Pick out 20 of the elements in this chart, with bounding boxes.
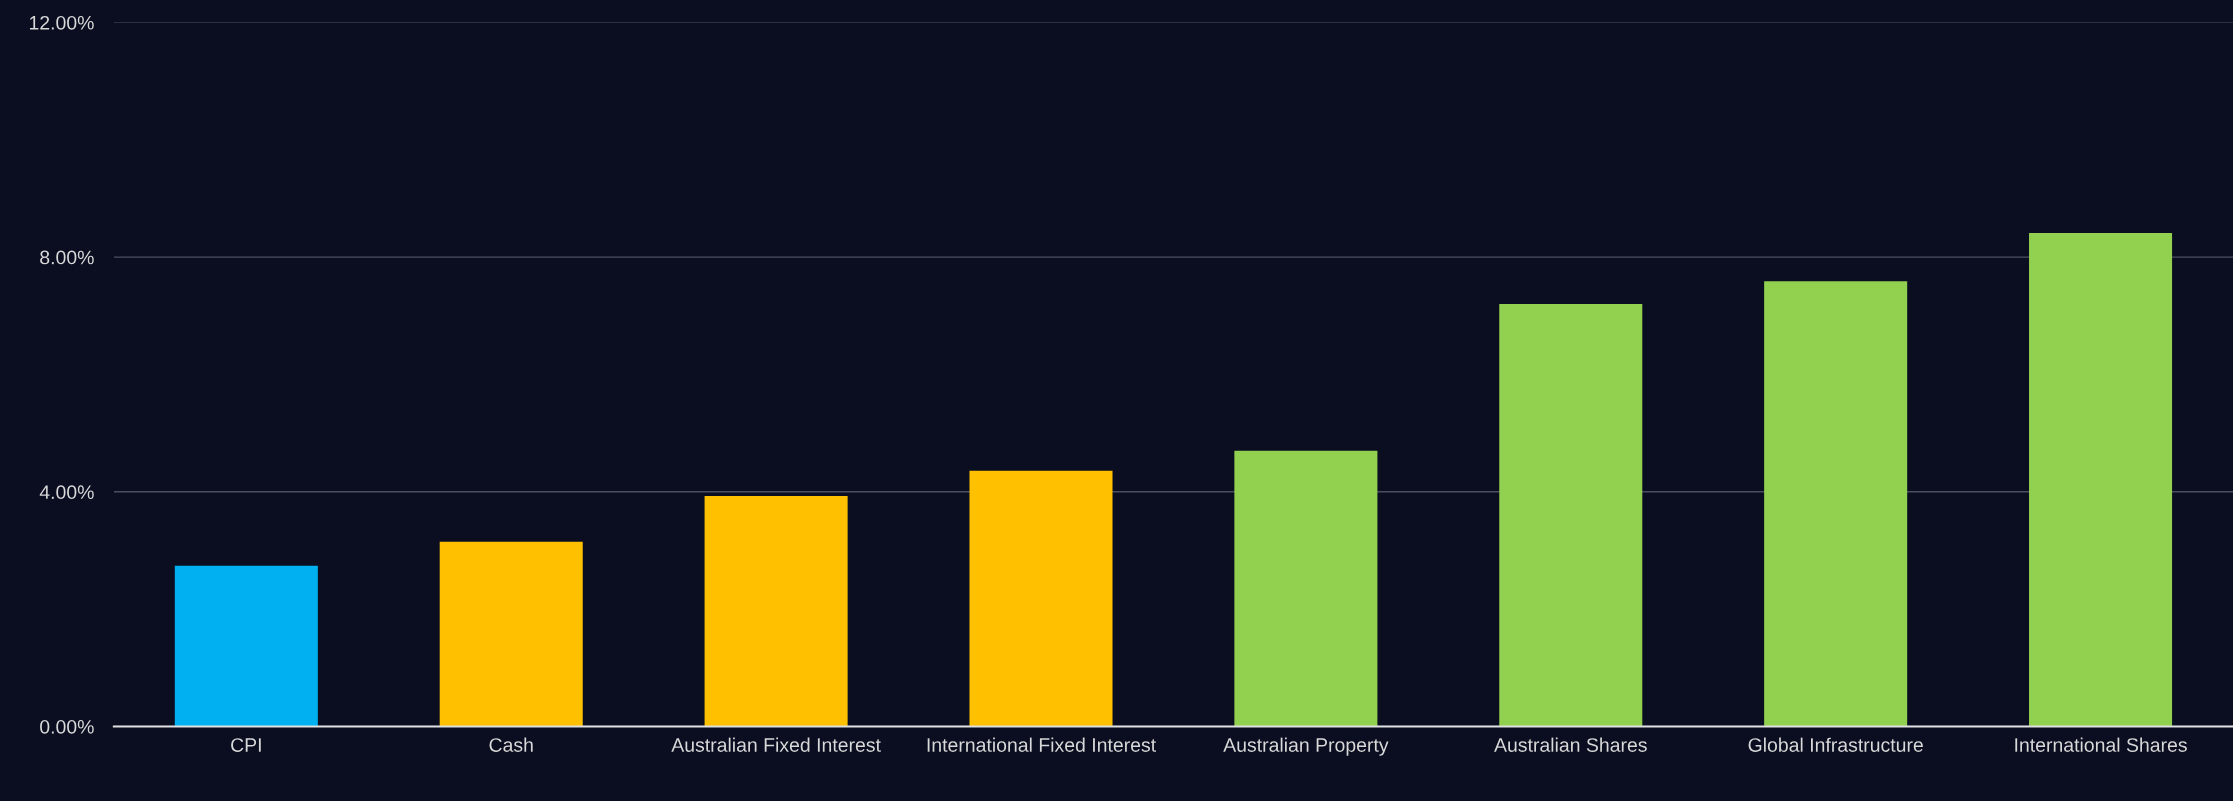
bar [704,495,848,727]
y-tick-label: 4.00% [39,485,94,500]
y-tick-label: 8.00% [40,250,94,265]
x-tick-label: Australian Shares [1494,737,1647,752]
x-tick-label: Australian Property [1223,737,1389,756]
x-tick-label: International Shares [2015,737,2187,752]
x-tick-label: International Fixed Interest [927,737,1156,752]
bar [1499,304,1643,727]
y-tick-label: 12.00% [29,15,94,30]
bar [1764,281,1908,727]
x-tick-label: Global Infrastructure [1748,737,1923,752]
x-tick-label: Cash [489,737,533,752]
x-tick-label: CPI [231,738,261,752]
bar [969,470,1113,727]
y-tick-label: 0.00% [40,719,94,734]
bar [174,565,318,727]
bar [439,541,583,727]
x-tick-label: Australian Fixed Interest [671,737,881,752]
bar [2029,233,2173,727]
bar [1234,450,1378,727]
